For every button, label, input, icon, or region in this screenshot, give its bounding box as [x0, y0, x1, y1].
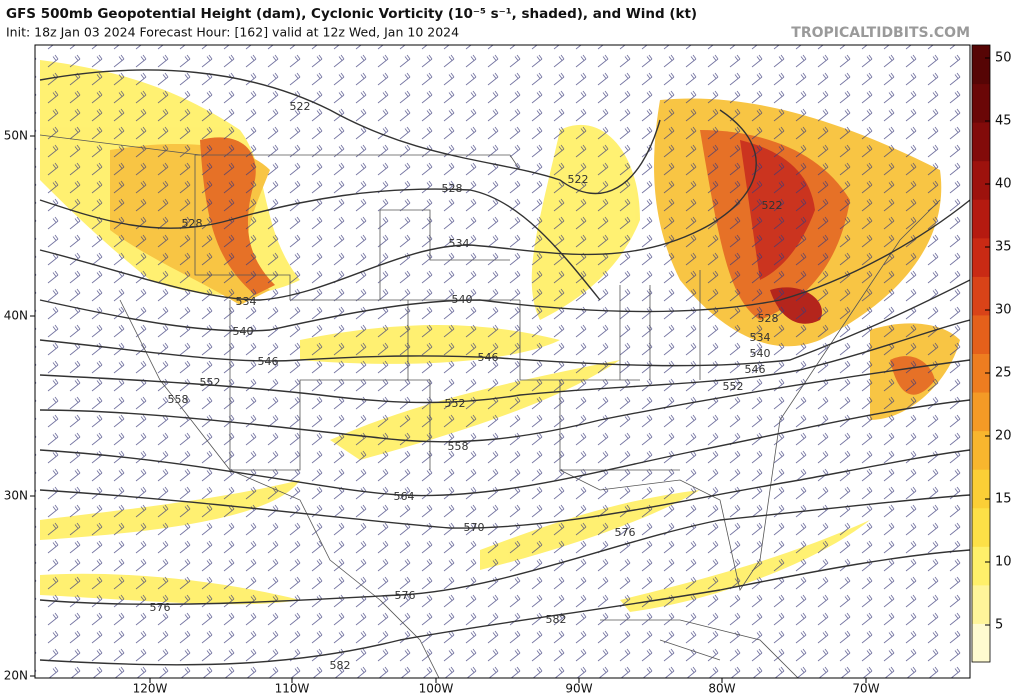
- contour-label: 522: [762, 199, 783, 212]
- lon-label: 110W: [275, 682, 310, 696]
- contour-label: 546: [478, 351, 499, 364]
- colorbar-label: 40: [995, 177, 1012, 192]
- contour-label: 576: [150, 601, 171, 614]
- colorbar-segment: [972, 392, 990, 432]
- lat-label: 30N: [4, 489, 28, 503]
- lon-label: 100W: [419, 682, 454, 696]
- colorbar-segment: [972, 469, 990, 509]
- colorbar: 5 10 15 20 25 30 35 40 45 50: [972, 45, 1012, 663]
- colorbar-segment: [972, 430, 990, 470]
- colorbar-label: 10: [995, 555, 1012, 570]
- colorbar-segment: [972, 507, 990, 547]
- colorbar-frame: [971, 44, 991, 663]
- contour-label: 528: [758, 312, 779, 325]
- contour-label: 534: [449, 237, 470, 250]
- lon-label: 90W: [565, 682, 592, 696]
- contour-label: 546: [745, 363, 766, 376]
- colorbar-segment: [972, 584, 990, 624]
- colorbar-label: 35: [995, 240, 1012, 255]
- lon-label: 70W: [852, 682, 879, 696]
- contour-label: 534: [750, 331, 771, 344]
- colorbar-segment: [972, 314, 990, 354]
- map-frame: [34, 44, 971, 679]
- lon-label: 80W: [708, 682, 735, 696]
- colorbar-label: 45: [995, 114, 1012, 129]
- contour-label: 582: [546, 613, 567, 626]
- boundaries: [39, 134, 941, 678]
- contour-label: 534: [236, 295, 257, 308]
- contour-label: 576: [615, 526, 636, 539]
- colorbar-label: 20: [995, 429, 1012, 444]
- contour-label: 540: [452, 293, 473, 306]
- map-area: [35, 45, 970, 678]
- colorbar-segment: [972, 160, 990, 200]
- contour-label: 582: [330, 659, 351, 672]
- colorbar-segment: [972, 623, 990, 663]
- contour-label: 552: [445, 397, 466, 410]
- credit: TROPICALTIDBITS.COM: [791, 25, 970, 41]
- colorbar-label: 25: [995, 366, 1012, 381]
- contour-label: 528: [442, 182, 463, 195]
- colorbar-segment: [972, 237, 990, 277]
- colorbar-segment: [972, 83, 990, 123]
- lon-label: 120W: [133, 682, 168, 696]
- colorbar-segment: [972, 122, 990, 162]
- lat-label: 40N: [4, 309, 28, 323]
- contour-label: 540: [233, 325, 254, 338]
- colorbar-segment: [972, 45, 990, 85]
- contour-label: 546: [258, 355, 279, 368]
- contour-label: 558: [448, 440, 469, 453]
- contour-label: 558: [168, 393, 189, 406]
- contour-label: 552: [723, 380, 744, 393]
- contour-label: 528: [182, 217, 203, 230]
- contour-label: 522: [290, 100, 311, 113]
- contour-label: 576: [395, 589, 416, 602]
- contour-label: 570: [464, 521, 485, 534]
- colorbar-label: 30: [995, 303, 1012, 318]
- contour-label: 564: [394, 490, 415, 503]
- colorbar-label: 50: [995, 51, 1012, 66]
- contour-label: 552: [200, 376, 221, 389]
- subtitle: Init: 18z Jan 03 2024 Forecast Hour: [16…: [6, 25, 459, 40]
- height-contours: [39, 69, 970, 666]
- colorbar-segment: [972, 276, 990, 316]
- contour-label: 522: [568, 173, 589, 186]
- colorbar-label: 5: [995, 618, 1003, 633]
- colorbar-label: 15: [995, 492, 1012, 507]
- contour-label: 540: [750, 347, 771, 360]
- colorbar-segment: [972, 546, 990, 586]
- lat-label: 20N: [4, 669, 28, 683]
- colorbar-segment: [972, 199, 990, 239]
- colorbar-segment: [972, 353, 990, 393]
- title: GFS 500mb Geopotential Height (dam), Cyc…: [6, 6, 697, 22]
- lat-label: 50N: [4, 129, 28, 143]
